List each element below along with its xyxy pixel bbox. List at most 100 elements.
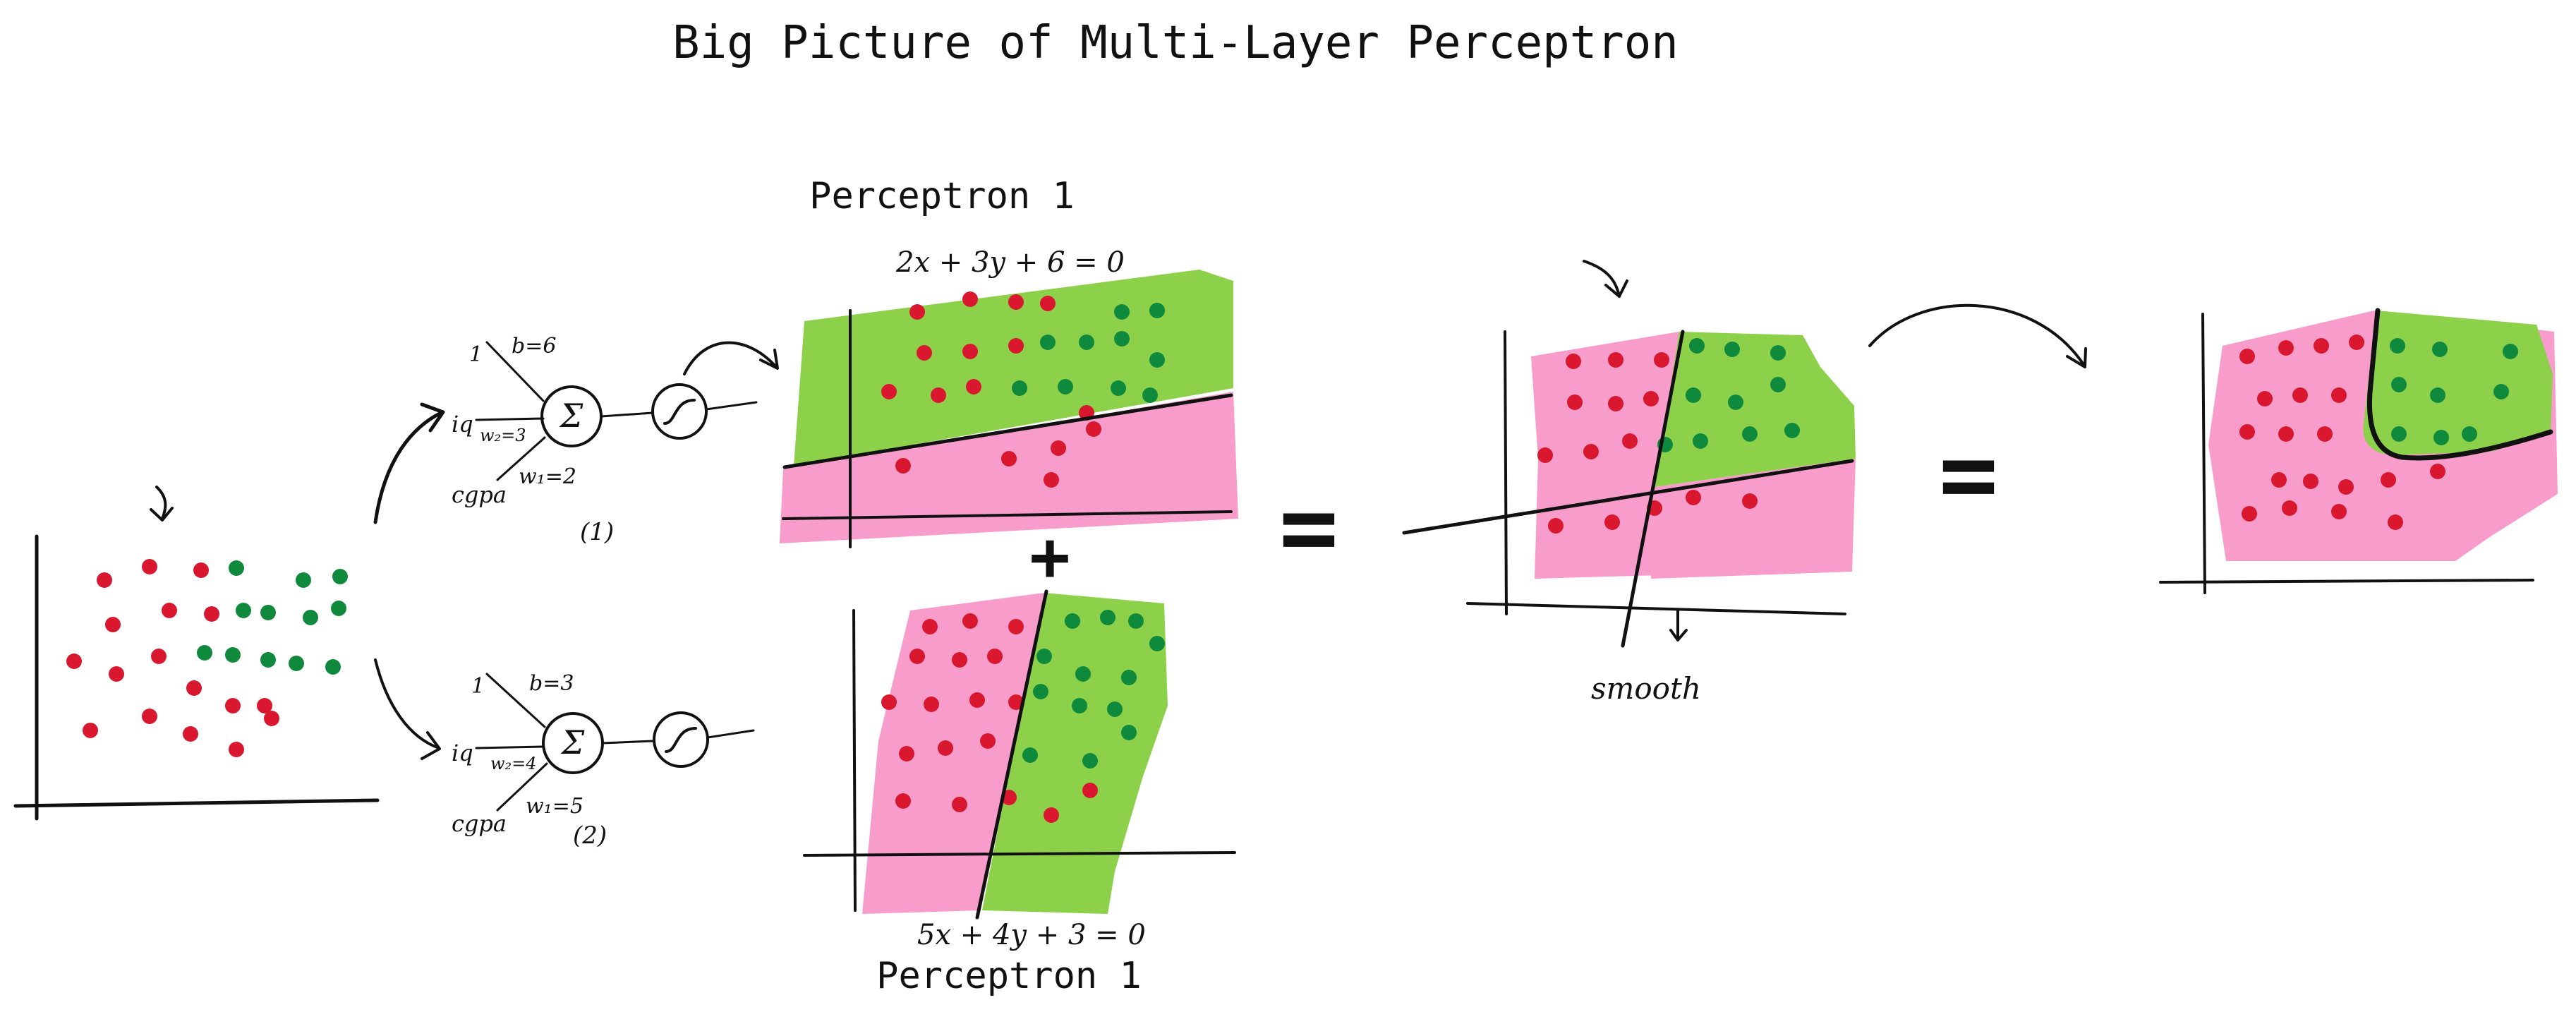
perceptron-top-panel: Perceptron 1 2x + 3y + 6 = 0 <box>780 175 1238 548</box>
red-point <box>1548 518 1564 534</box>
dataset-x-axis <box>13 798 380 808</box>
red-point <box>1044 472 1059 488</box>
red-point <box>2430 464 2445 479</box>
red-point <box>142 559 157 574</box>
red-point <box>186 680 202 696</box>
green-point <box>1065 613 1080 629</box>
green-region <box>1655 332 1856 487</box>
red-point <box>1008 694 1024 710</box>
green-point <box>1724 342 1740 357</box>
red-point <box>2388 514 2403 530</box>
red-point <box>1008 619 1024 634</box>
neuron-2-bias-edge <box>485 673 546 728</box>
neuron-2-activation-node <box>653 711 709 768</box>
red-point <box>924 697 939 712</box>
red-point <box>204 606 219 622</box>
red-point <box>257 698 272 713</box>
dataset-points <box>66 559 348 757</box>
perceptron-bottom-panel: 5x + 4y + 3 = 0 Perceptron 1 <box>803 589 1236 997</box>
red-point <box>1622 433 1638 449</box>
perceptron-bottom-label: Perceptron 1 <box>876 955 1142 997</box>
red-point <box>980 733 996 749</box>
green-point <box>1784 423 1800 438</box>
neuron-1-iq-edge <box>475 417 545 421</box>
red-point <box>2292 387 2308 403</box>
green-point <box>1072 698 1087 713</box>
green-point <box>1114 304 1130 320</box>
green-point <box>1689 338 1705 354</box>
red-point <box>1643 391 1659 406</box>
result-points <box>2239 335 2518 530</box>
red-point <box>142 709 157 724</box>
combined-x-axis <box>1466 602 1846 615</box>
neuron-1-bias-edge <box>485 341 545 402</box>
green-point <box>2391 426 2407 442</box>
red-point <box>2239 349 2255 364</box>
perceptron-top-label: Perceptron 1 <box>809 175 1075 217</box>
red-point <box>2338 479 2354 495</box>
green-point <box>1149 303 1165 318</box>
perceptron-top-equation: 2x + 3y + 6 = 0 <box>895 246 1125 279</box>
combined-panel: smooth <box>1402 260 2087 706</box>
red-point <box>2278 426 2294 442</box>
combined-boundary-1 <box>1621 330 1685 648</box>
red-point <box>1608 396 1623 411</box>
green-point <box>2503 344 2518 359</box>
green-point <box>1058 379 1073 394</box>
green-point <box>1079 335 1094 350</box>
red-point <box>938 740 953 756</box>
green-point <box>1040 335 1056 350</box>
red-point <box>1742 493 1758 509</box>
green-point <box>2430 387 2445 403</box>
result-x-axis <box>2159 579 2534 584</box>
green-point <box>260 652 276 668</box>
arrow-to-neuron-2 <box>374 658 441 760</box>
green-point <box>2390 338 2405 354</box>
perceptron-bottom-y-axis <box>852 609 857 912</box>
red-point <box>109 666 124 682</box>
red-point <box>1040 296 1056 311</box>
green-point <box>1128 613 1144 629</box>
red-point <box>1583 444 1599 459</box>
pink-region <box>1531 332 1679 579</box>
red-point <box>966 379 981 394</box>
neuron-2: 1 b=3 iq w₂=4 cgpa w₁=5 Σ (2) <box>374 658 755 850</box>
red-point <box>2317 426 2333 442</box>
red-point <box>1608 352 1623 368</box>
green-point <box>197 645 212 661</box>
neuron-1-cgpa-edge <box>496 436 546 481</box>
green-point <box>1114 331 1130 347</box>
red-point <box>952 652 967 668</box>
green-point <box>1012 380 1027 396</box>
red-point <box>881 694 897 710</box>
neuron-2-input-iq: iq <box>452 740 473 766</box>
red-point <box>1008 294 1024 310</box>
green-point <box>1686 387 1701 403</box>
down-arrow-icon <box>1669 609 1688 641</box>
green-point <box>1742 426 1758 442</box>
neuron-2-iq-edge <box>475 745 545 749</box>
pink-region <box>780 392 1238 543</box>
red-point <box>1001 451 1017 466</box>
red-point <box>66 653 82 669</box>
red-point <box>2257 391 2273 406</box>
red-point <box>2303 474 2318 489</box>
green-point <box>2462 426 2477 442</box>
green-point <box>225 647 241 663</box>
red-point <box>895 793 911 809</box>
green-point <box>2433 430 2449 445</box>
red-point <box>2331 504 2347 519</box>
down-arrow-icon <box>1583 260 1628 298</box>
red-point <box>2239 424 2255 440</box>
neuron-2-input-cgpa: cgpa <box>452 810 507 837</box>
green-point <box>1142 387 1158 403</box>
red-point <box>2242 506 2257 522</box>
neuron-2-weight-cgpa: w₁=5 <box>526 794 583 819</box>
red-point <box>2349 335 2364 350</box>
neuron-1-weight-iq: w₂=3 <box>480 426 526 445</box>
equals-sign-1: = <box>1279 470 1338 585</box>
green-point <box>1693 433 1708 449</box>
combined-points <box>1537 338 1800 534</box>
red-point <box>2278 340 2294 356</box>
